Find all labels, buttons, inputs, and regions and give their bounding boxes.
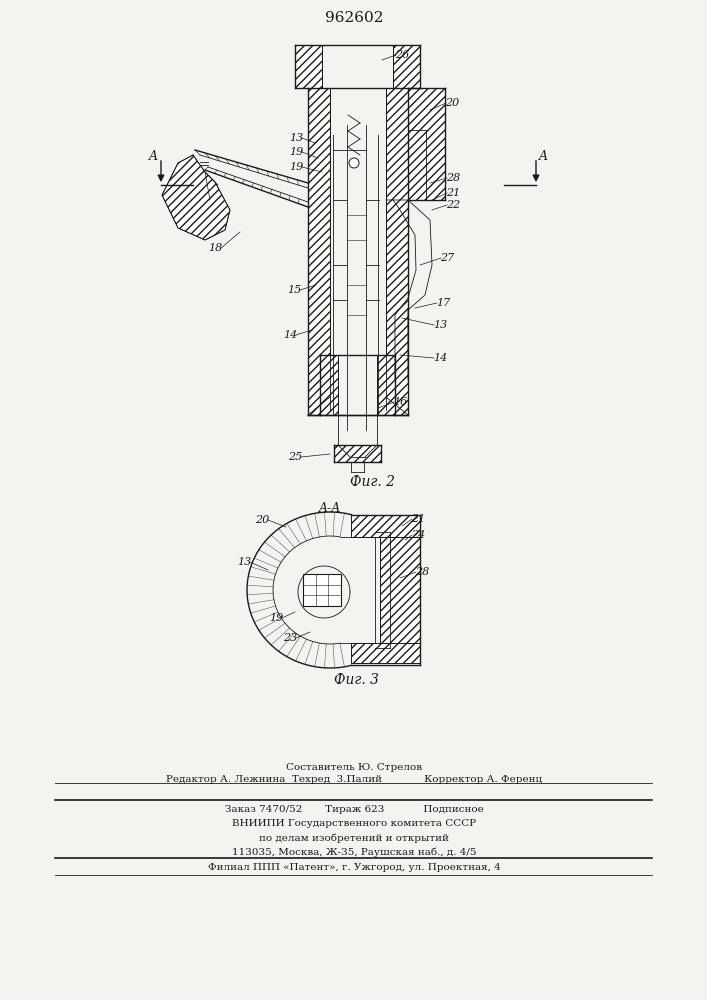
- Text: 13: 13: [289, 133, 303, 143]
- Text: 20: 20: [445, 98, 459, 108]
- Text: 14: 14: [283, 330, 297, 340]
- Text: 21: 21: [446, 188, 460, 198]
- Text: 21: 21: [411, 514, 425, 524]
- Text: Филиал ППП «Патент», г. Ужгород, ул. Проектная, 4: Филиал ППП «Патент», г. Ужгород, ул. Про…: [208, 862, 501, 871]
- Text: 113035, Москва, Ж-35, Раушская наб., д. 4/5: 113035, Москва, Ж-35, Раушская наб., д. …: [232, 847, 477, 857]
- Bar: [303, 574, 341, 606]
- Bar: [380, 537, 420, 643]
- Bar: [308, 88, 330, 415]
- Text: A-A: A-A: [319, 502, 341, 514]
- Bar: [351, 643, 420, 663]
- Text: 27: 27: [440, 253, 454, 263]
- Bar: [334, 445, 381, 462]
- Text: 19: 19: [269, 613, 283, 623]
- Text: 28: 28: [415, 567, 429, 577]
- Text: Заказ 7470/52       Тираж 623            Подписное: Заказ 7470/52 Тираж 623 Подписное: [225, 806, 484, 814]
- Text: 28: 28: [446, 173, 460, 183]
- Bar: [295, 45, 322, 88]
- Text: 25: 25: [288, 452, 302, 462]
- Text: ВНИИПИ Государственного комитета СССР: ВНИИПИ Государственного комитета СССР: [232, 820, 476, 828]
- Text: 14: 14: [433, 353, 447, 363]
- Text: по делам изобретений и открытий: по делам изобретений и открытий: [259, 833, 449, 843]
- Text: A: A: [539, 149, 548, 162]
- Text: 26: 26: [395, 50, 409, 60]
- Polygon shape: [162, 155, 230, 240]
- Bar: [320, 355, 338, 415]
- Bar: [377, 355, 395, 415]
- Text: 17: 17: [436, 298, 450, 308]
- Text: Составитель Ю. Стрелов: Составитель Ю. Стрелов: [286, 764, 422, 772]
- Bar: [386, 88, 408, 415]
- Bar: [408, 88, 445, 200]
- Text: 19: 19: [289, 162, 303, 172]
- Text: 15: 15: [287, 285, 301, 295]
- Text: 19: 19: [289, 147, 303, 157]
- Text: 18: 18: [208, 243, 222, 253]
- Text: 962602: 962602: [325, 11, 383, 25]
- Text: Фиг. 2: Фиг. 2: [349, 475, 395, 489]
- Text: 24: 24: [411, 530, 425, 540]
- Text: Редактор А. Лежнина  Техред  3.Палий             Корректор А. Ференц: Редактор А. Лежнина Техред 3.Палий Корре…: [166, 776, 542, 784]
- Text: Фиг. 3: Фиг. 3: [334, 673, 378, 687]
- Bar: [393, 45, 420, 88]
- Text: 13: 13: [237, 557, 251, 567]
- Text: A: A: [149, 149, 158, 162]
- Text: 22: 22: [446, 200, 460, 210]
- Circle shape: [349, 158, 359, 168]
- Text: 13: 13: [433, 320, 447, 330]
- Bar: [351, 515, 420, 537]
- Text: 16: 16: [393, 397, 407, 407]
- Text: 23: 23: [283, 633, 297, 643]
- Polygon shape: [162, 155, 230, 240]
- Text: 20: 20: [255, 515, 269, 525]
